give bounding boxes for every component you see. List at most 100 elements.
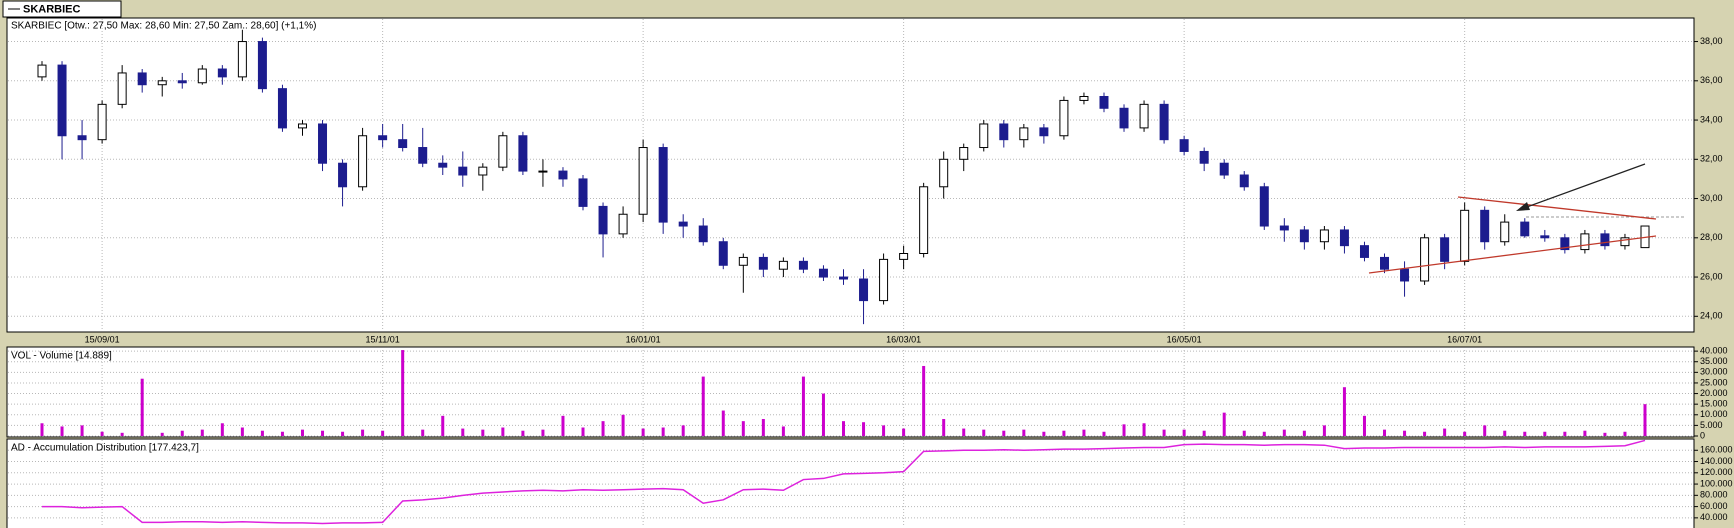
volume-bar [1022,429,1026,436]
y-tick-label: 28,00 [1700,232,1723,242]
arrow-head [1516,202,1530,211]
candle-body [698,225,708,243]
volume-bar [701,376,705,436]
volume-bar [1042,431,1046,436]
volume-bar [1242,430,1246,436]
candle-body [778,260,788,270]
y-tick-label: 60.000 [1700,501,1728,511]
y-tick-label: 35.000 [1700,356,1728,366]
y-tick-label: 26,00 [1700,271,1723,281]
candle-body [137,72,147,86]
volume-bar [1443,428,1447,436]
volume-bar [1302,430,1306,436]
candle-body [1319,229,1329,243]
volume-bar [781,426,785,436]
y-tick-label: 5.000 [1700,420,1723,430]
volume-bar [481,429,485,436]
candle-body [1119,107,1129,129]
volume-bar [80,425,84,436]
candle-body [458,166,468,176]
arrow-line [1523,163,1646,209]
volume-bar [1543,431,1547,436]
y-tick-label: 30,00 [1700,193,1723,203]
candle-body [859,278,869,302]
volume-bar [561,415,565,436]
volume-bar [1322,425,1326,436]
volume-bar [521,430,525,436]
y-tick-label: 140.000 [1700,456,1733,466]
volume-bar [681,425,685,436]
candle-body [297,123,307,129]
volume-bar [942,419,946,436]
candle-body [758,256,768,270]
volume-bar [1483,425,1487,436]
y-tick-label: 160.000 [1700,445,1733,455]
candle-body [217,68,227,78]
candle-body [157,80,167,86]
y-tick-label: 100.000 [1700,478,1733,488]
candle-body [798,260,808,270]
volume-bar [1262,431,1266,436]
volume-bar [661,427,665,436]
candle-body [1440,237,1450,262]
y-tick-label: 10.000 [1700,409,1728,419]
candle-body [418,147,428,164]
y-tick-label: 0 [1700,430,1705,440]
volume-bar [341,431,345,436]
y-tick-label: 38,00 [1700,36,1723,46]
candle-body [398,139,408,149]
volume-bar [821,393,825,436]
candle-body [979,123,989,149]
volume-bar [1182,429,1186,436]
volume-bar [621,414,625,436]
candle-body [177,80,187,84]
candle-body [97,103,107,141]
volume-bar [501,427,505,436]
volume-bar [741,421,745,436]
tab-label: SKARBIEC [23,3,81,15]
candle-body [378,135,388,141]
candle-body [1259,186,1269,227]
candle-body [478,166,488,176]
volume-bar [982,429,986,436]
candle-body [1400,268,1410,282]
candle-body [839,276,848,280]
ad-panel [6,438,1695,528]
volume-bar [1623,431,1627,436]
y-tick-label: 36,00 [1700,75,1723,85]
x-tick-label: 16/03/01 [886,334,921,344]
volume-bar [1563,431,1567,436]
volume-bar [1603,432,1607,436]
volume-bar [761,419,765,436]
trend-line [1368,235,1657,274]
candle-body [1139,103,1149,129]
volume-bar [1383,429,1387,436]
trend-line [1457,196,1657,220]
volume-bar [1062,430,1066,436]
volume-bar [1583,430,1587,436]
volume-bar [862,422,866,436]
volume-panel [6,346,1695,438]
candle-body [678,221,688,227]
x-tick-label: 16/07/01 [1447,334,1482,344]
volume-bar [260,430,264,436]
volume-bar [1202,430,1206,436]
candle-body [1540,235,1550,239]
volume-bar [1142,423,1146,436]
volume-bar [441,415,445,436]
y-tick-label: 120.000 [1700,467,1733,477]
volume-bar [922,365,926,436]
candle-body [1520,221,1530,237]
window-tab[interactable] [2,0,122,18]
price-legend: SKARBIEC [Otw.: 27,50 Max: 28,60 Min: 27… [11,21,316,32]
candle-body [1179,139,1189,152]
candle-body [1339,229,1349,247]
volume-bar [381,430,385,436]
y-tick-label: 20.000 [1700,388,1728,398]
volume-bar [461,428,465,436]
volume-bar [1222,412,1226,436]
volume-bar [641,428,645,436]
volume-bar [300,429,304,436]
y-tick-label: 24,00 [1700,311,1723,321]
candle-body [1019,127,1029,141]
